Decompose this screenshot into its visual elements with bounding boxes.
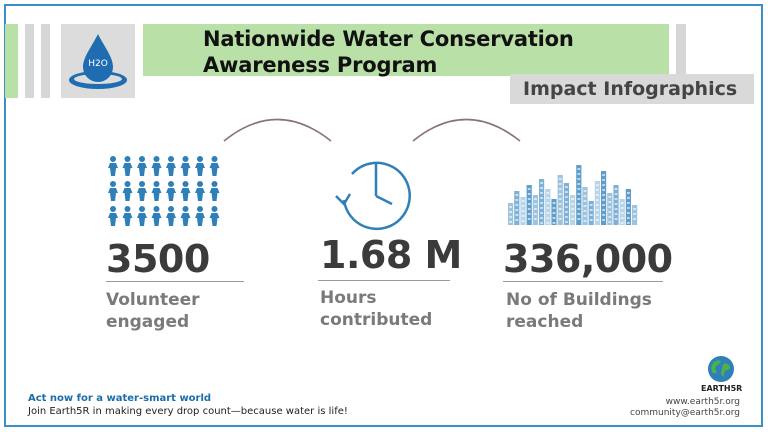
person-figure xyxy=(166,181,176,201)
building-shape xyxy=(563,183,569,225)
person-figure xyxy=(180,206,191,226)
decor-bar-gray-left-1 xyxy=(25,24,34,98)
clock-icon xyxy=(335,161,411,231)
cta-heading: Act now for a water-smart world xyxy=(28,393,212,404)
stat-value: 336,000 xyxy=(503,237,673,281)
person-figure xyxy=(137,206,147,226)
person-figure xyxy=(151,156,162,176)
person-figure xyxy=(180,181,191,201)
title-band xyxy=(143,24,669,76)
person-figure xyxy=(122,206,133,226)
logo-text: H2O xyxy=(88,59,108,69)
person-figure xyxy=(195,181,205,201)
person-figure xyxy=(151,206,162,226)
page-subtitle: Impact Infographics xyxy=(523,78,738,100)
building-shape xyxy=(607,193,613,225)
person-figure xyxy=(209,156,220,176)
stat-label: No of Buildings reached xyxy=(506,290,652,332)
website-link[interactable]: www.earth5r.org xyxy=(665,397,740,407)
connector-arc-right xyxy=(412,118,521,142)
building-shape xyxy=(508,203,514,225)
person-figure xyxy=(166,206,176,226)
building-shape xyxy=(514,191,520,225)
water-drop-icon: H2O xyxy=(69,34,127,89)
person-figure xyxy=(137,156,147,176)
person-figure xyxy=(137,181,147,201)
building-shape xyxy=(588,201,594,225)
person-figure xyxy=(195,156,205,176)
buildings-icon xyxy=(508,165,638,225)
person-figure xyxy=(209,181,220,201)
person-figure xyxy=(166,156,176,176)
contact-info: www.earth5r.org community@earth5r.org xyxy=(630,397,740,419)
decor-bar-gray-right xyxy=(676,24,686,78)
subtitle-band xyxy=(510,74,754,104)
globe-icon xyxy=(708,356,734,382)
logo-box: H2O xyxy=(61,24,135,98)
building-shape xyxy=(594,181,600,225)
stat-label: Volunteer engaged xyxy=(106,290,200,332)
person-figure xyxy=(180,156,191,176)
cta-text: Join Earth5R in making every drop count—… xyxy=(28,406,348,417)
person-figure xyxy=(122,181,133,201)
email-link[interactable]: community@earth5r.org xyxy=(630,408,740,418)
person-figure xyxy=(108,181,118,201)
person-figure xyxy=(108,206,118,226)
person-figure xyxy=(108,156,118,176)
decor-bar-green-left xyxy=(5,24,18,98)
person-figure xyxy=(209,206,220,226)
org-name: EARTH5R xyxy=(701,384,743,393)
person-figure xyxy=(122,156,133,176)
stat-divider xyxy=(106,281,244,282)
stat-value: 1.68 M xyxy=(320,233,462,277)
people-icon xyxy=(108,156,220,226)
stat-divider xyxy=(503,281,663,282)
building-shape xyxy=(601,171,607,225)
connector-arc-left xyxy=(223,118,332,142)
person-figure xyxy=(151,181,162,201)
page-title: Nationwide Water Conservation Awareness … xyxy=(203,27,574,77)
decor-bar-gray-left-2 xyxy=(41,24,50,98)
person-figure xyxy=(195,206,205,226)
stat-label: Hours contributed xyxy=(320,288,433,330)
stat-divider xyxy=(318,280,450,281)
stat-value: 3500 xyxy=(106,237,210,281)
